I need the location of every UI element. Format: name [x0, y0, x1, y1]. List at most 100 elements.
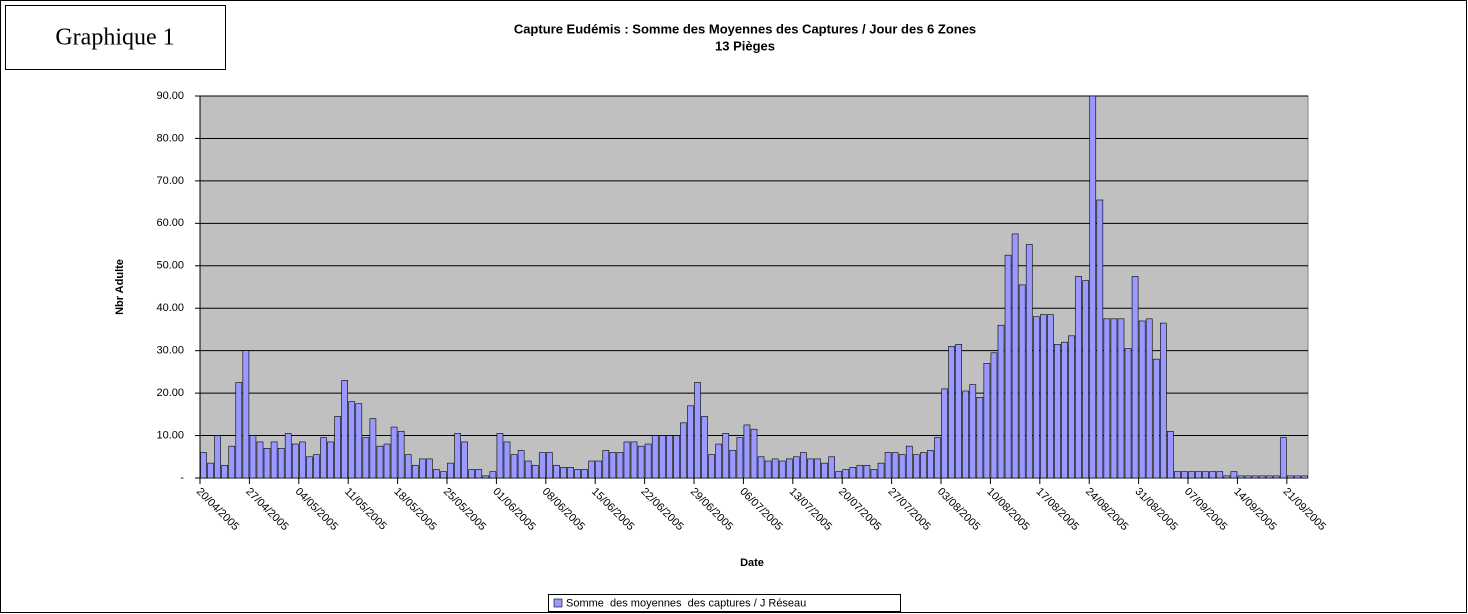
bar — [1167, 431, 1174, 479]
bar — [461, 441, 468, 479]
bar — [912, 454, 920, 479]
bar — [1068, 335, 1075, 479]
bar — [475, 469, 483, 479]
bar — [1018, 284, 1026, 479]
bar — [1152, 358, 1160, 479]
bar — [828, 456, 835, 479]
bar — [948, 346, 955, 479]
bar — [778, 460, 786, 479]
y-tick-label: 30.00 — [156, 345, 184, 357]
bar — [1089, 95, 1097, 479]
bar — [1082, 280, 1090, 479]
bar — [1131, 276, 1139, 479]
bar — [1032, 316, 1040, 479]
bar — [284, 433, 292, 479]
bar — [877, 462, 885, 479]
bar — [920, 452, 927, 479]
bar — [270, 441, 278, 479]
bar — [1251, 475, 1259, 479]
bar — [694, 382, 701, 479]
bar — [1258, 475, 1266, 479]
bar — [207, 462, 214, 479]
bar — [616, 452, 624, 479]
bar — [454, 433, 461, 479]
bar — [426, 458, 433, 479]
bar — [560, 467, 567, 479]
bar — [997, 324, 1005, 479]
bar — [341, 380, 349, 479]
bar — [665, 435, 673, 479]
figure-label: Graphique 1 — [55, 25, 174, 51]
bar — [1272, 475, 1280, 479]
bar — [1011, 233, 1019, 479]
bar — [433, 469, 440, 479]
bar — [1244, 475, 1252, 479]
bar — [200, 452, 207, 479]
bar — [870, 469, 878, 479]
bar — [764, 460, 772, 479]
bar — [743, 424, 751, 479]
bar — [1061, 341, 1068, 479]
y-tick-label: 60.00 — [156, 217, 184, 229]
bar — [306, 456, 313, 479]
bar — [1054, 343, 1061, 479]
bar — [1301, 475, 1308, 479]
bar — [863, 464, 871, 479]
bar — [524, 460, 532, 479]
bar — [609, 452, 617, 479]
y-tick-label: 80.00 — [156, 132, 184, 144]
bar — [793, 456, 800, 479]
bar — [355, 403, 363, 479]
bar — [517, 450, 525, 479]
bar — [955, 343, 962, 479]
bar — [927, 450, 934, 479]
bar — [1237, 475, 1245, 479]
bar — [602, 450, 610, 479]
bar — [531, 464, 539, 479]
bar — [1174, 471, 1181, 479]
bar — [369, 418, 377, 479]
bar — [447, 462, 454, 479]
bar — [235, 382, 243, 479]
bar — [1181, 471, 1188, 479]
bar — [440, 471, 447, 479]
bar — [567, 467, 574, 479]
bar — [214, 435, 221, 479]
bar — [376, 445, 384, 479]
bar — [546, 452, 553, 479]
bar — [468, 469, 476, 479]
bar — [320, 437, 327, 479]
y-tick-label: 20.00 — [156, 387, 184, 399]
bar — [785, 458, 793, 479]
bar — [1294, 475, 1301, 479]
bar — [1103, 318, 1111, 479]
bar — [729, 450, 737, 479]
bar — [390, 426, 398, 479]
bar — [814, 458, 821, 479]
bar — [256, 441, 264, 479]
chart-title: Capture Eudémis : Somme des Moyennes des… — [514, 21, 976, 36]
bar — [1110, 318, 1118, 479]
bar — [228, 445, 236, 479]
bar — [637, 445, 645, 479]
bar — [941, 388, 948, 479]
bar — [630, 441, 638, 479]
bar — [553, 464, 560, 479]
bar — [538, 452, 546, 479]
bar — [1195, 471, 1202, 479]
y-tick-label: 40.00 — [156, 302, 184, 314]
bar — [701, 416, 708, 479]
bar — [680, 422, 687, 479]
bar — [383, 443, 391, 479]
label-box — [5, 5, 226, 70]
bar — [1138, 320, 1146, 479]
y-tick-label: 50.00 — [156, 260, 184, 272]
bar — [842, 469, 850, 479]
bar — [489, 471, 497, 479]
bar — [800, 452, 807, 479]
bar — [221, 464, 229, 479]
bar — [1223, 475, 1231, 479]
bar — [482, 475, 490, 479]
bar — [1040, 314, 1047, 479]
